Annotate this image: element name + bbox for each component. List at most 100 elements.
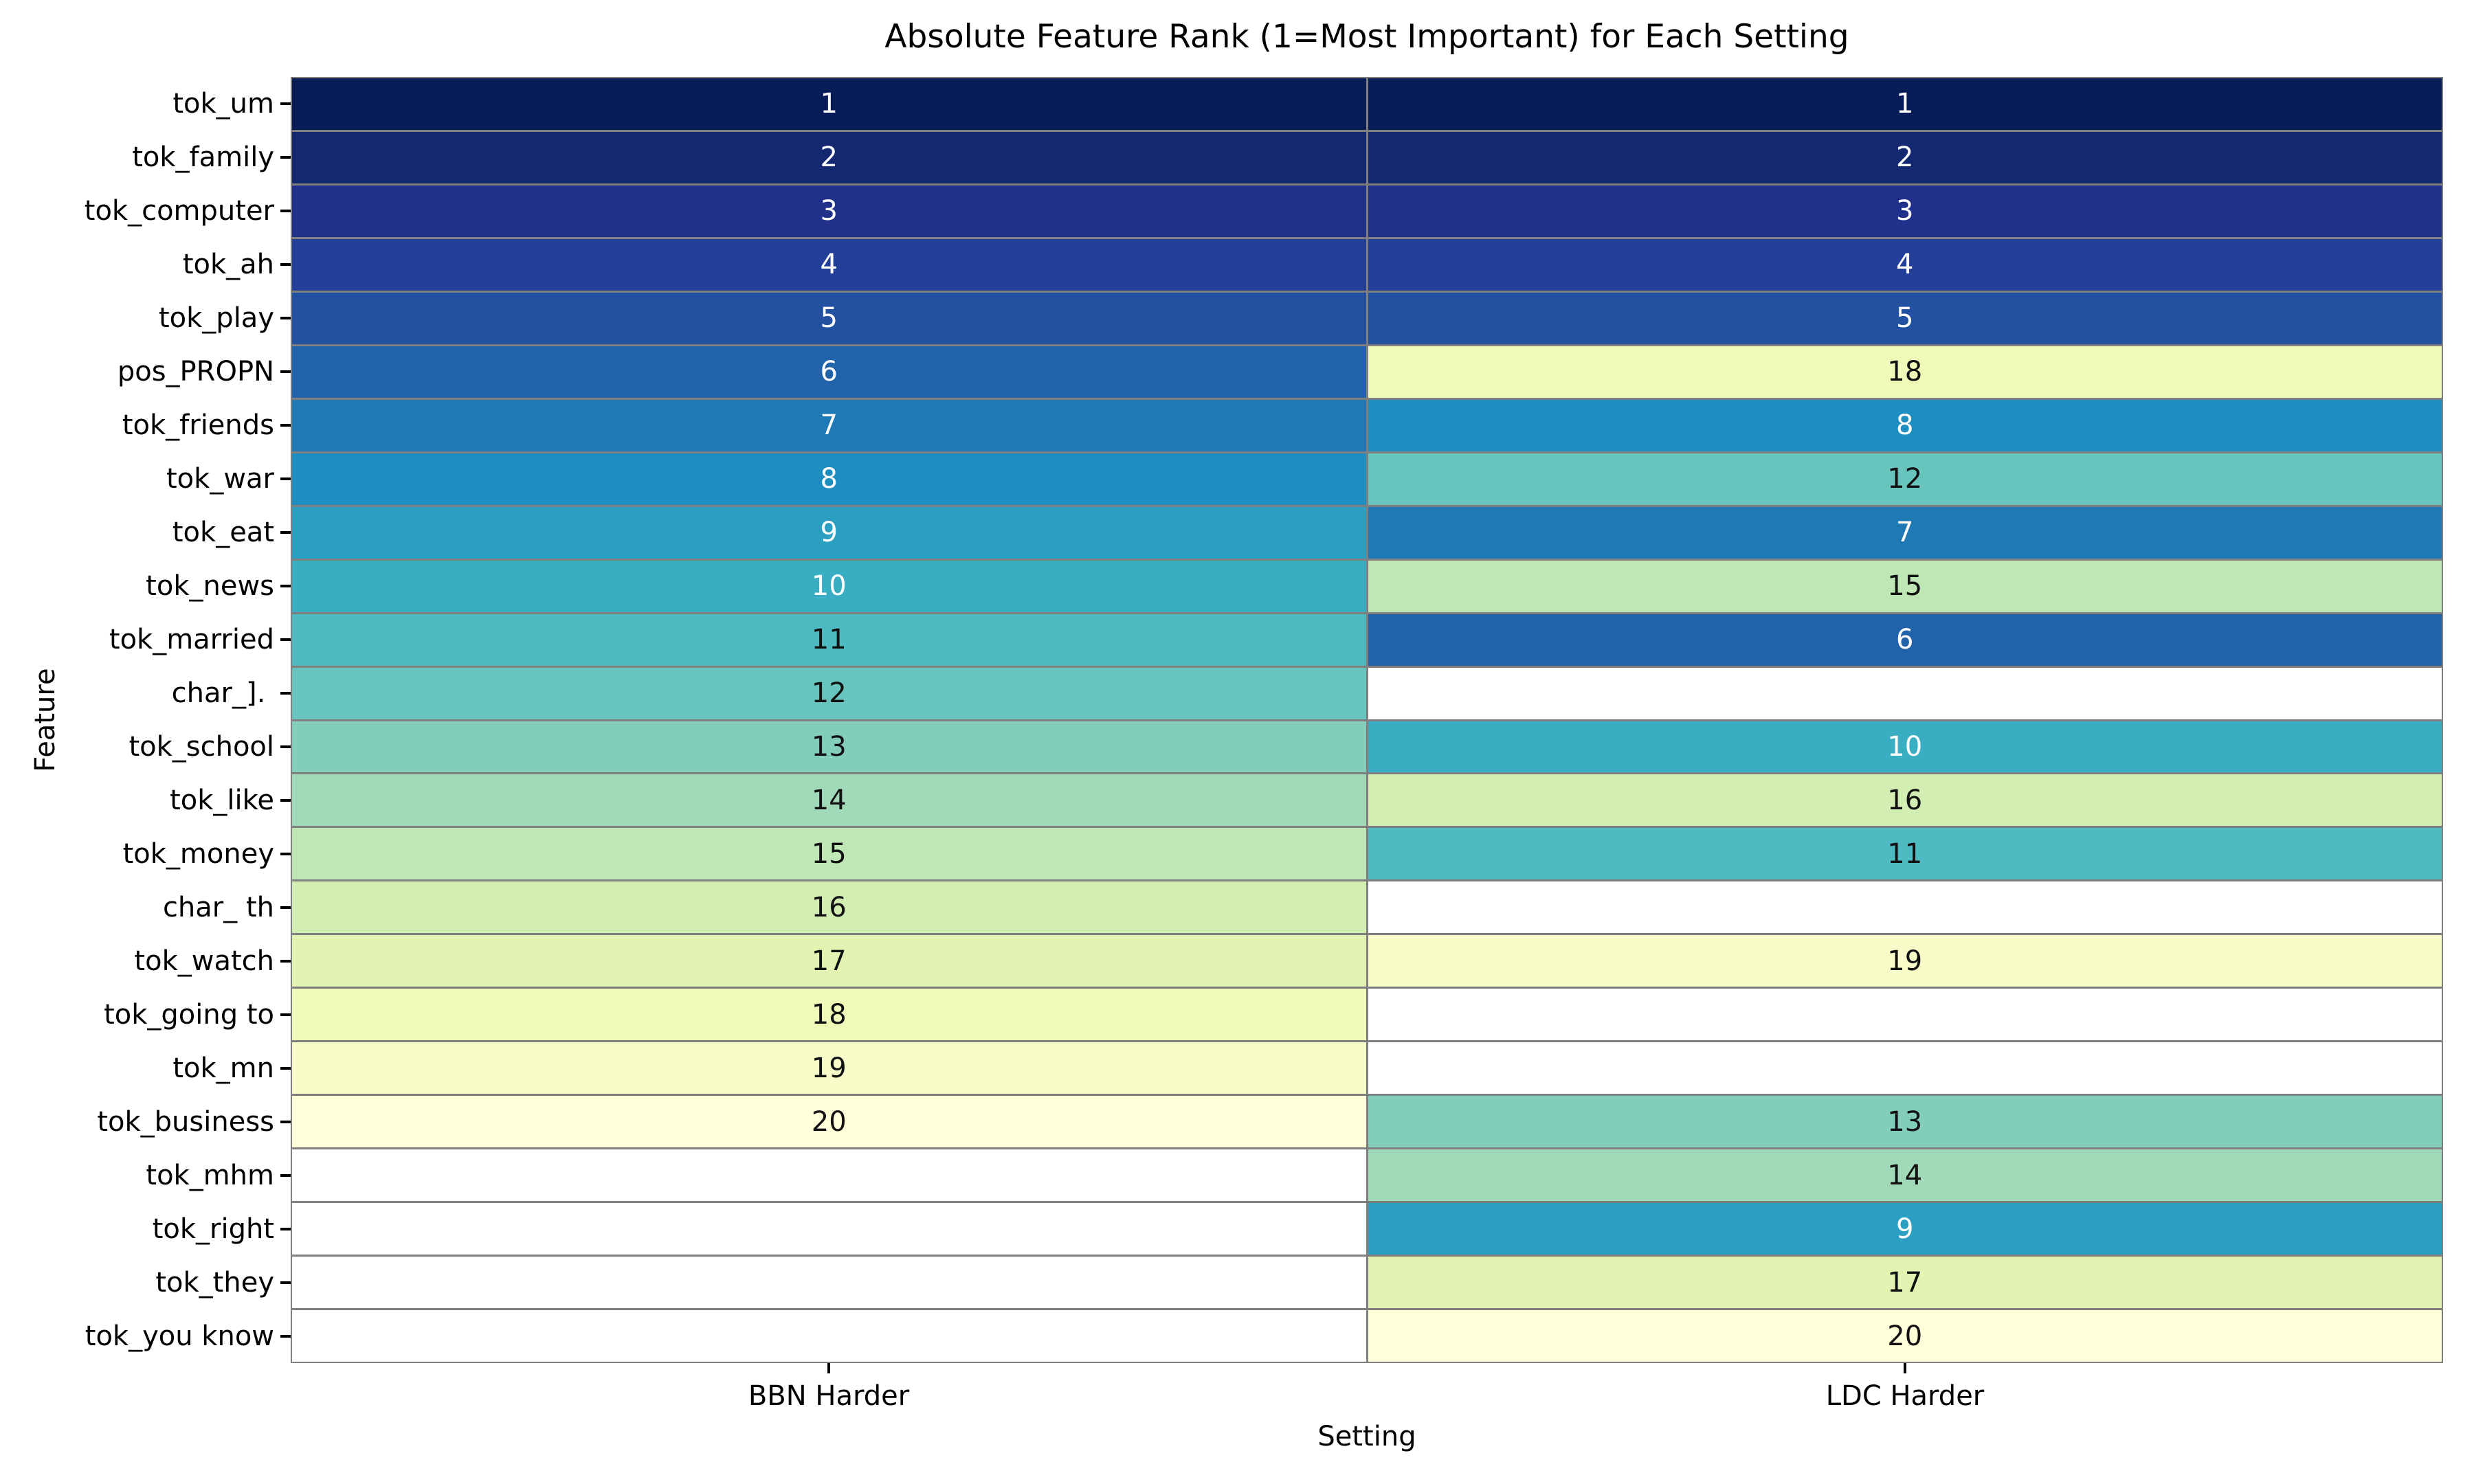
ytick-mark xyxy=(280,1281,291,1284)
ytick-row: tok_you know xyxy=(0,1309,291,1363)
heatmap-cell: 4 xyxy=(292,238,1366,291)
ytick-mark xyxy=(280,1335,291,1338)
heatmap-cell: 4 xyxy=(1368,238,2442,291)
ytick-mark xyxy=(280,1067,291,1070)
heatmap-cell: 1 xyxy=(292,78,1366,130)
heatmap-cell xyxy=(1368,989,2442,1041)
heatmap-cell: 8 xyxy=(292,453,1366,505)
ytick-label: tok_right xyxy=(152,1213,274,1245)
ytick-label: tok_play xyxy=(158,302,274,334)
heatmap-cell: 17 xyxy=(1368,1257,2442,1309)
x-axis-title: Setting xyxy=(1317,1421,1416,1452)
ytick-label: tok_married xyxy=(109,624,274,655)
ytick-label: tok_like xyxy=(170,785,274,816)
ytick-label: pos_PROPN xyxy=(117,356,274,387)
ytick-label: tok_friends xyxy=(122,409,274,441)
heatmap-cell xyxy=(292,1257,1366,1309)
xtick-mark xyxy=(1904,1363,1906,1373)
heatmap-cell: 7 xyxy=(292,399,1366,451)
ytick-mark xyxy=(280,370,291,373)
ytick-mark xyxy=(280,156,291,159)
heatmap-cell: 8 xyxy=(1368,399,2442,451)
ytick-row: tok_mn xyxy=(0,1042,291,1095)
ytick-row: tok_watch xyxy=(0,934,291,988)
ytick-mark xyxy=(280,1228,291,1230)
ytick-row: tok_like xyxy=(0,774,291,827)
heatmap-cell: 14 xyxy=(292,774,1366,827)
ytick-row: char_]. xyxy=(0,666,291,720)
heatmap-cell: 14 xyxy=(1368,1149,2442,1202)
ytick-label: tok_computer xyxy=(84,195,274,227)
ytick-row: tok_school xyxy=(0,720,291,774)
heatmap-cell: 12 xyxy=(1368,453,2442,505)
heatmap-cell: 10 xyxy=(1368,721,2442,773)
heatmap-cell: 2 xyxy=(1368,131,2442,183)
ytick-row: tok_eat xyxy=(0,506,291,559)
heatmap-cell: 6 xyxy=(1368,614,2442,666)
heatmap-cell: 20 xyxy=(292,1096,1366,1148)
ytick-mark xyxy=(280,638,291,641)
ytick-label: tok_family xyxy=(132,142,274,173)
heatmap-cell xyxy=(1368,1042,2442,1094)
heatmap-cell: 15 xyxy=(1368,560,2442,612)
heatmap-cell: 19 xyxy=(292,1042,1366,1094)
heatmap-cell: 17 xyxy=(292,935,1366,987)
ytick-mark xyxy=(280,1174,291,1177)
ytick-row: tok_married xyxy=(0,613,291,666)
heatmap-cell xyxy=(292,1203,1366,1255)
xtick-mark xyxy=(827,1363,830,1373)
xtick-item: LDC Harder xyxy=(1367,1363,2443,1412)
ytick-row: tok_going to xyxy=(0,988,291,1042)
ytick-row: pos_PROPN xyxy=(0,345,291,398)
heatmap-cell: 3 xyxy=(292,185,1366,237)
heatmap-cell: 13 xyxy=(1368,1096,2442,1148)
chart-title: Absolute Feature Rank (1=Most Important)… xyxy=(884,18,1849,56)
ytick-label: tok_um xyxy=(172,88,274,120)
ytick-mark xyxy=(280,1013,291,1016)
heatmap-cell xyxy=(1368,881,2442,934)
ytick-row: tok_money xyxy=(0,827,291,881)
ytick-label: tok_going to xyxy=(104,999,274,1031)
heatmap-cell: 5 xyxy=(1368,292,2442,344)
heatmap-cell: 5 xyxy=(292,292,1366,344)
ytick-mark xyxy=(280,317,291,319)
ytick-label: tok_war xyxy=(166,463,274,495)
ytick-mark xyxy=(280,1121,291,1123)
ytick-mark xyxy=(280,692,291,695)
heatmap-cell: 9 xyxy=(1368,1203,2442,1255)
ytick-mark xyxy=(280,585,291,587)
xtick-item: BBN Harder xyxy=(291,1363,1367,1412)
xtick-label: LDC Harder xyxy=(1825,1380,1985,1412)
ytick-label: tok_money xyxy=(122,838,274,870)
heatmap-cell: 20 xyxy=(1368,1310,2442,1362)
ytick-mark xyxy=(280,799,291,802)
ytick-row: tok_mhm xyxy=(0,1149,291,1202)
ytick-label: char_]. xyxy=(171,677,274,709)
ytick-mark xyxy=(280,477,291,480)
heatmap-grid: 1 1 2 2 3 3 4 4 5 5 6 18 7 8 8 12 9 7 10 15 11 6 12 13 10 14 16 15 1… xyxy=(291,77,2443,1363)
ytick-mark xyxy=(280,424,291,427)
ytick-row: tok_right xyxy=(0,1202,291,1256)
ytick-row: tok_war xyxy=(0,452,291,506)
heatmap-cell: 16 xyxy=(292,881,1366,934)
ytick-row: tok_family xyxy=(0,131,291,184)
x-axis-ticks: BBN Harder LDC Harder xyxy=(291,1363,2443,1412)
ytick-label: tok_ah xyxy=(182,249,274,280)
ytick-row: tok_play xyxy=(0,291,291,345)
heatmap-cell: 11 xyxy=(1368,828,2442,880)
heatmap-cell xyxy=(292,1310,1366,1362)
heatmap-cell xyxy=(1368,667,2442,719)
heatmap-cell: 7 xyxy=(1368,506,2442,559)
heatmap-cell: 2 xyxy=(292,131,1366,183)
heatmap-cell xyxy=(292,1149,1366,1202)
ytick-mark xyxy=(280,531,291,534)
ytick-label: tok_school xyxy=(129,731,274,763)
ytick-row: tok_computer xyxy=(0,184,291,238)
ytick-mark xyxy=(280,960,291,963)
ytick-label: tok_they xyxy=(155,1267,274,1298)
heatmap-cell: 11 xyxy=(292,614,1366,666)
heatmap-cell: 15 xyxy=(292,828,1366,880)
ytick-row: tok_um xyxy=(0,77,291,131)
y-axis-ticks: tok_um tok_family tok_computer tok_ah tok_pl… xyxy=(0,77,291,1363)
